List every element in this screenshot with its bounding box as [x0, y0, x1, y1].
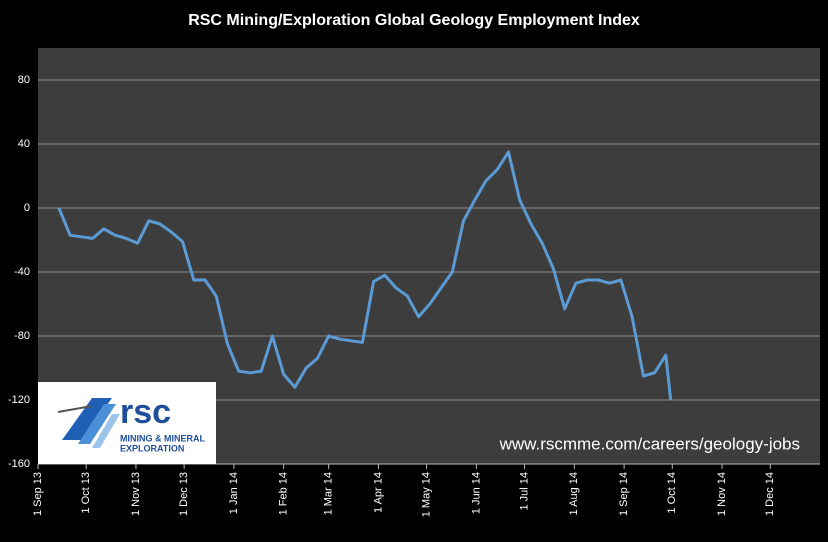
logo-text: rsc	[120, 393, 171, 431]
x-tick-label: 1 Jan 14	[228, 472, 240, 514]
x-tick-label: 1 Nov 14	[716, 472, 728, 516]
logo-icon	[57, 405, 93, 413]
logo-icon	[78, 404, 116, 444]
x-tick-label: 1 Mar 14	[323, 472, 335, 515]
x-tick-label: 1 Dec 14	[764, 472, 776, 516]
x-tick-label: 1 Apr 14	[372, 472, 384, 513]
y-tick-label: -40	[14, 266, 30, 278]
y-tick-label: 80	[18, 74, 30, 86]
y-tick-label: -120	[8, 394, 30, 406]
x-tick-label: 1 Sep 14	[618, 472, 630, 516]
logo-icon	[62, 398, 112, 440]
x-tick-label: 1 Jul 14	[518, 472, 530, 511]
url-annotation: www.rscmme.com/careers/geology-jobs	[499, 434, 800, 453]
data-line	[57, 150, 673, 401]
x-tick-label: 1 Oct 14	[666, 472, 678, 514]
x-tick-label: 1 Nov 13	[130, 472, 142, 516]
lines	[57, 150, 673, 401]
chart-title: RSC Mining/Exploration Global Geology Em…	[188, 12, 640, 29]
x-tick-label: 1 Oct 13	[80, 472, 92, 514]
y-tick-label: 0	[24, 202, 30, 214]
x-tick-label: 1 Sep 13	[32, 472, 44, 516]
logo-subtitle: MINING & MINERAL	[120, 433, 205, 443]
x-tick-label: 1 May 14	[420, 472, 432, 517]
logo-box	[38, 382, 216, 464]
x-tick-label: 1 Feb 14	[278, 472, 290, 515]
logo: rsc MINING & MINERAL EXPLORATION	[38, 382, 216, 464]
y-tick-label: -160	[8, 458, 30, 470]
y-tick-label: -80	[14, 330, 30, 342]
logo-subtitle: EXPLORATION	[120, 443, 184, 453]
x-tick-label: 1 Dec 13	[178, 472, 190, 516]
logo-icon	[92, 414, 120, 448]
x-tick-label: 1 Aug 14	[568, 472, 580, 515]
x-tick-label: 1 Jun 14	[470, 472, 482, 514]
y-tick-label: 40	[18, 138, 30, 150]
